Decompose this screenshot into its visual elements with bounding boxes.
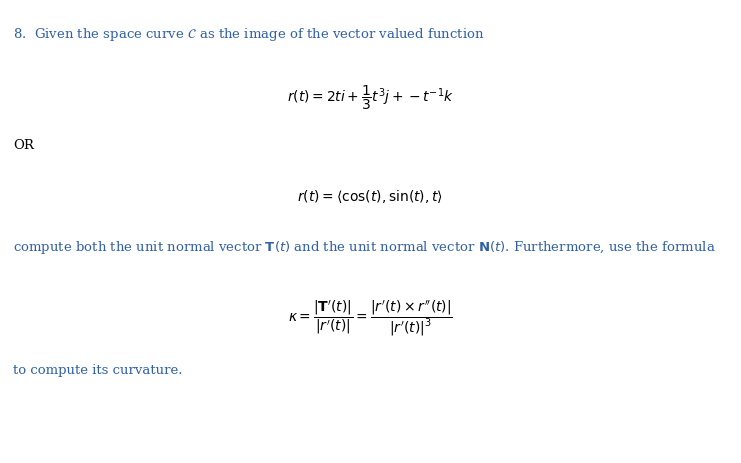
Text: to compute its curvature.: to compute its curvature.: [13, 363, 183, 376]
Text: 8.  Given the space curve $\mathcal{C}$ as the image of the vector valued functi: 8. Given the space curve $\mathcal{C}$ a…: [13, 25, 485, 43]
Text: OR: OR: [13, 139, 34, 152]
Text: compute both the unit normal vector $\mathbf{T}(t)$ and the unit normal vector $: compute both the unit normal vector $\ma…: [13, 238, 716, 256]
Text: $r(t) = \langle \cos(t), \sin(t), t \rangle$: $r(t) = \langle \cos(t), \sin(t), t \ran…: [297, 188, 444, 205]
Text: $r(t) = 2ti + \dfrac{1}{3}t^3j + -t^{-1}k$: $r(t) = 2ti + \dfrac{1}{3}t^3j + -t^{-1}…: [287, 83, 454, 112]
Text: $\kappa = \dfrac{|\mathbf{T}'(t)|}{|r'(t)|} = \dfrac{|r'(t) \times r''(t)|}{|r'(: $\kappa = \dfrac{|\mathbf{T}'(t)|}{|r'(t…: [288, 299, 453, 338]
